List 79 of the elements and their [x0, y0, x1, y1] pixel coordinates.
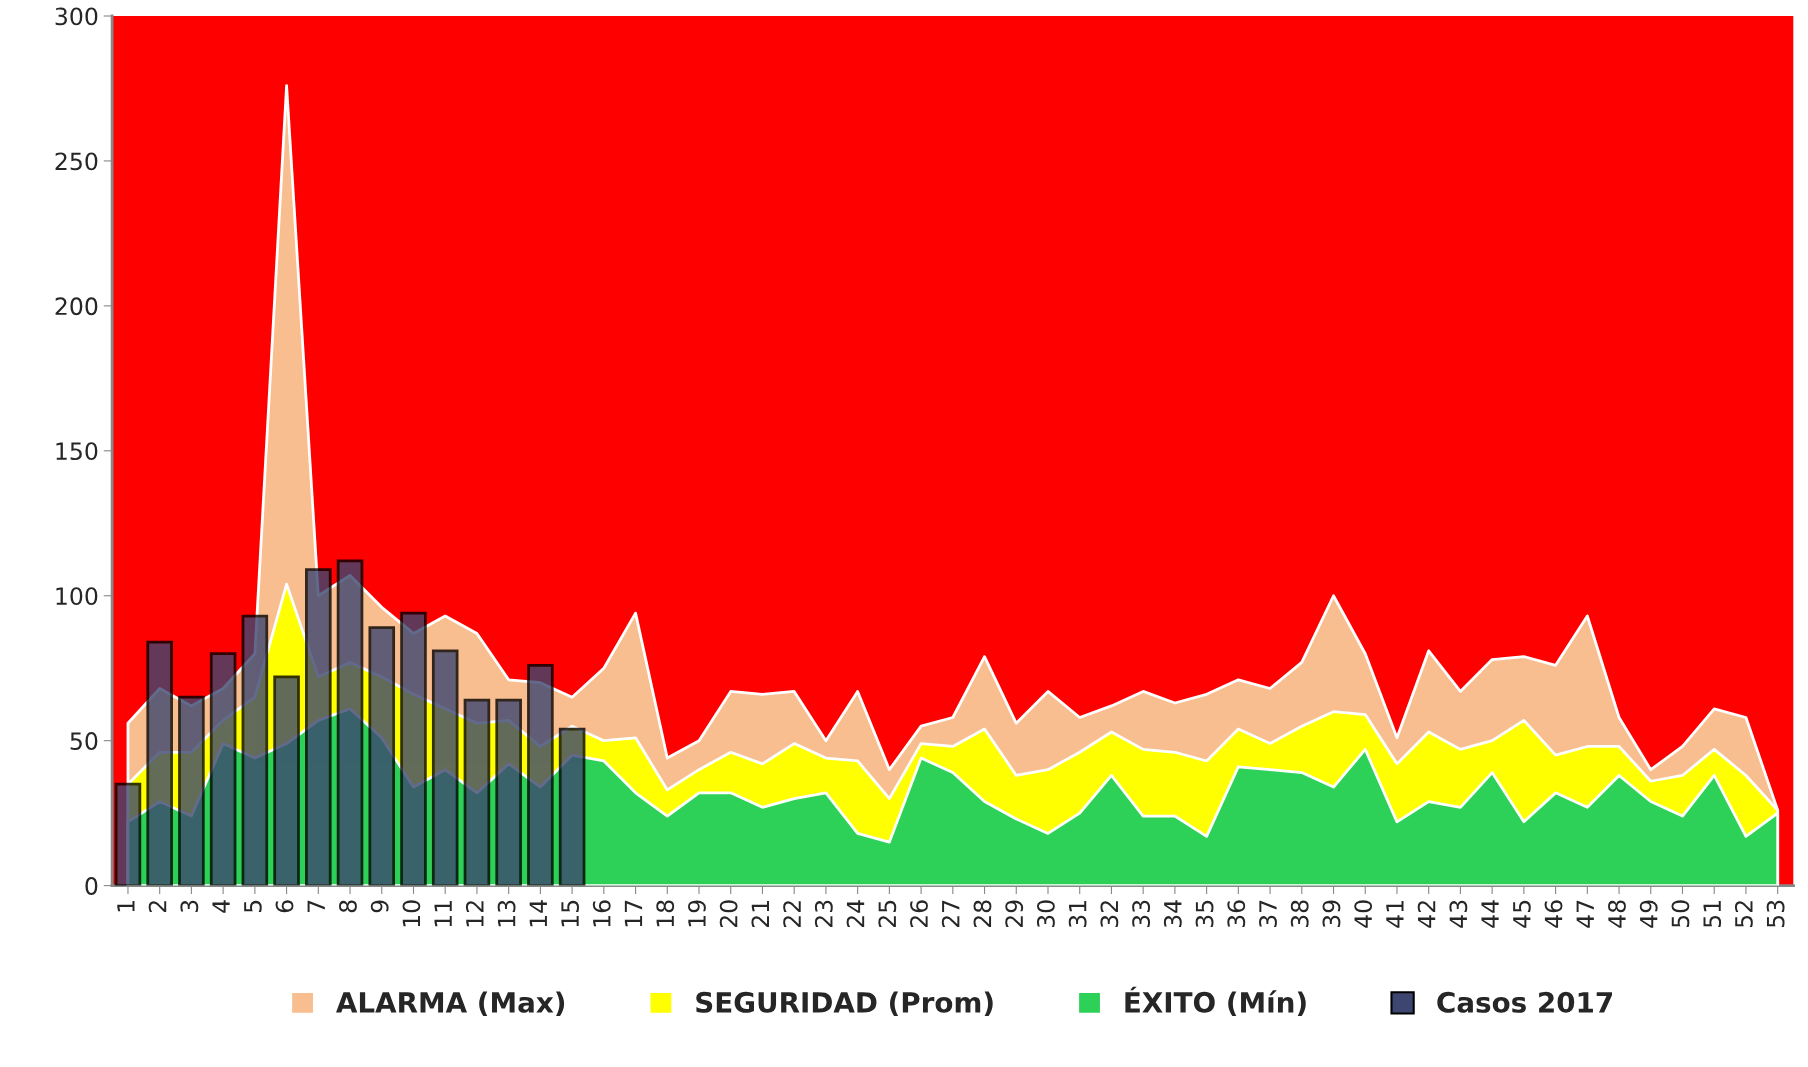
- x-tick-label: 49: [1639, 900, 1658, 928]
- x-tick-label: 11: [434, 900, 452, 927]
- x-tick-label: 29: [1005, 900, 1024, 928]
- x-tick-label: 5: [244, 900, 262, 912]
- bar: [114, 782, 142, 886]
- y-tick-label: 200: [55, 297, 98, 316]
- x-tick-label: 21: [751, 900, 769, 928]
- x-tick-label: 52: [1734, 901, 1753, 928]
- x-tick-label: 3: [180, 900, 199, 913]
- x-tick-label: 44: [1481, 900, 1499, 928]
- y-tick-label: 300: [55, 7, 98, 26]
- x-tick-label: 41: [1386, 900, 1404, 928]
- y-tick-label: 50: [70, 732, 98, 750]
- x-tick-label: 13: [497, 900, 516, 927]
- x-tick-label: 14: [529, 900, 547, 927]
- x-tick-label: 47: [1576, 900, 1594, 928]
- x-tick-label: 1: [117, 900, 135, 912]
- bar: [463, 698, 491, 886]
- x-tick-label: 24: [846, 900, 865, 928]
- x-tick-label: 23: [814, 900, 833, 928]
- x-tick-label: 2: [148, 901, 167, 913]
- x-tick-label: 37: [1259, 900, 1277, 928]
- y-tick-label: 150: [56, 442, 98, 461]
- x-tick-label: 31: [1068, 900, 1087, 928]
- x-tick-label: 40: [1354, 900, 1373, 928]
- x-tick-label: 20: [719, 900, 738, 928]
- x-tick-label: 27: [941, 900, 960, 928]
- x-tick-label: 17: [624, 900, 643, 927]
- x-tick-label: 53: [1766, 900, 1785, 928]
- bar: [273, 675, 300, 886]
- bar: [495, 698, 522, 886]
- x-tick-label: 16: [592, 900, 611, 927]
- x-tick-label: 30: [1036, 900, 1055, 928]
- x-tick-label: 39: [1322, 900, 1341, 928]
- legend-label: ÉXITO (Mín): [1125, 986, 1306, 1017]
- x-tick-label: 51: [1703, 900, 1722, 928]
- y-tick-label: 100: [56, 587, 98, 606]
- x-tick-label: 9: [370, 900, 389, 913]
- x-tick-label: 48: [1608, 900, 1626, 928]
- x-tick-label: 18: [656, 900, 675, 927]
- x-tick-label: 43: [1449, 900, 1468, 928]
- x-tick-label: 34: [1163, 900, 1182, 928]
- bar: [527, 663, 554, 886]
- x-tick-label: 45: [1513, 900, 1531, 928]
- x-tick-label: 42: [1417, 901, 1436, 928]
- legend-label: SEGURIDAD (Prom): [696, 991, 993, 1017]
- bar: [241, 614, 269, 886]
- x-tick-label: 50: [1671, 900, 1690, 928]
- x-tick-label: 33: [1132, 900, 1151, 928]
- legend-label: ALARMA (Max): [336, 991, 565, 1017]
- y-tick-label: 0: [85, 877, 98, 895]
- x-tick-label: 26: [910, 900, 928, 928]
- bar: [368, 626, 396, 886]
- x-tick-label: 6: [275, 900, 294, 913]
- bar: [558, 727, 586, 886]
- bar: [400, 611, 427, 886]
- bar: [178, 695, 205, 886]
- x-tick-label: 15: [561, 900, 579, 927]
- x-tick-label: 8: [339, 900, 357, 913]
- x-tick-label: 22: [783, 901, 801, 928]
- x-tick-label: 4: [212, 900, 230, 913]
- x-tick-label: 38: [1290, 900, 1309, 928]
- x-tick-label: 28: [973, 900, 992, 928]
- x-tick-label: 35: [1195, 900, 1214, 928]
- bar: [336, 559, 364, 886]
- x-tick-label: 25: [878, 900, 897, 928]
- y-tick-label: 250: [55, 152, 98, 171]
- x-tick-label: 32: [1100, 901, 1119, 928]
- bar: [146, 640, 173, 886]
- x-tick-label: 12: [465, 901, 484, 927]
- x-tick-label: 10: [402, 900, 421, 927]
- x-tick-label: 46: [1544, 900, 1563, 928]
- legend-label: Casos 2017: [1437, 991, 1612, 1013]
- x-tick-label: 19: [688, 900, 706, 927]
- bar: [305, 568, 332, 886]
- x-tick-label: 7: [307, 900, 325, 912]
- bar: [209, 652, 237, 886]
- bar: [431, 649, 459, 886]
- x-tick-label: 36: [1227, 900, 1246, 928]
